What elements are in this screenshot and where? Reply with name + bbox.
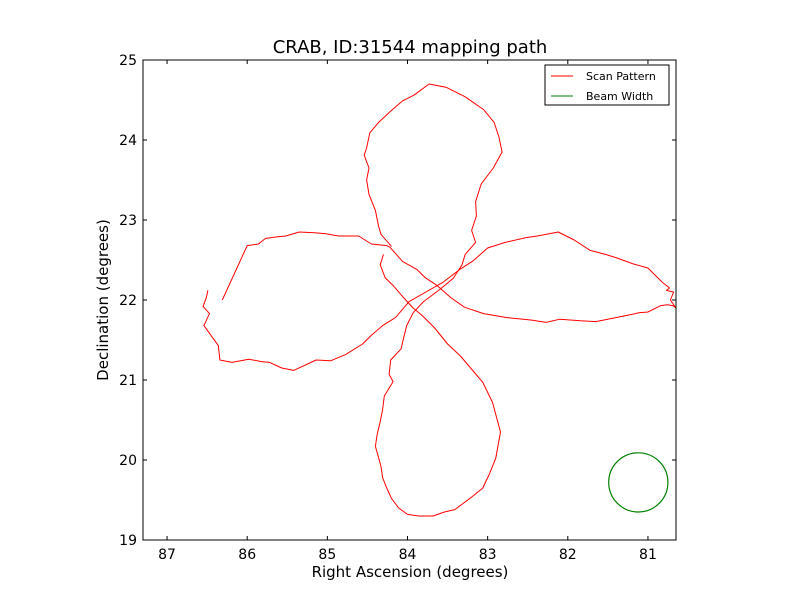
x-tick-label: 87 — [158, 547, 176, 563]
ticks: 87 86 85 84 83 82 81 19 20 21 22 23 24 25 — [119, 53, 676, 563]
scan-pattern-line-1 — [202, 231, 676, 371]
y-tick-label: 21 — [119, 373, 137, 389]
legend-label-scan-pattern: Scan Pattern — [586, 70, 656, 83]
y-tick-label: 23 — [119, 213, 137, 229]
x-tick-label: 85 — [318, 547, 336, 563]
beam-width-circle — [608, 452, 669, 513]
y-axis-label: Declination (degrees) — [94, 219, 112, 381]
chart-title: CRAB, ID:31544 mapping path — [273, 37, 548, 58]
x-tick-label: 83 — [479, 547, 497, 563]
y-tick-label: 19 — [119, 533, 137, 549]
scan-pattern-line-3 — [378, 254, 501, 517]
scan-pattern-line-2 — [363, 83, 503, 458]
y-tick-label: 24 — [119, 133, 137, 149]
plot-area — [202, 83, 676, 517]
x-axis-label: Right Ascension (degrees) — [312, 563, 509, 581]
y-tick-label: 22 — [119, 293, 137, 309]
y-tick-label: 20 — [119, 453, 137, 469]
legend-box — [544, 64, 670, 106]
x-tick-label: 86 — [238, 547, 256, 563]
x-tick-label: 81 — [639, 547, 657, 563]
x-tick-label: 82 — [559, 547, 577, 563]
legend: Scan Pattern Beam Width — [544, 64, 670, 106]
y-tick-label: 25 — [119, 53, 137, 69]
legend-label-beam-width: Beam Width — [586, 90, 653, 103]
x-tick-label: 84 — [399, 547, 417, 563]
